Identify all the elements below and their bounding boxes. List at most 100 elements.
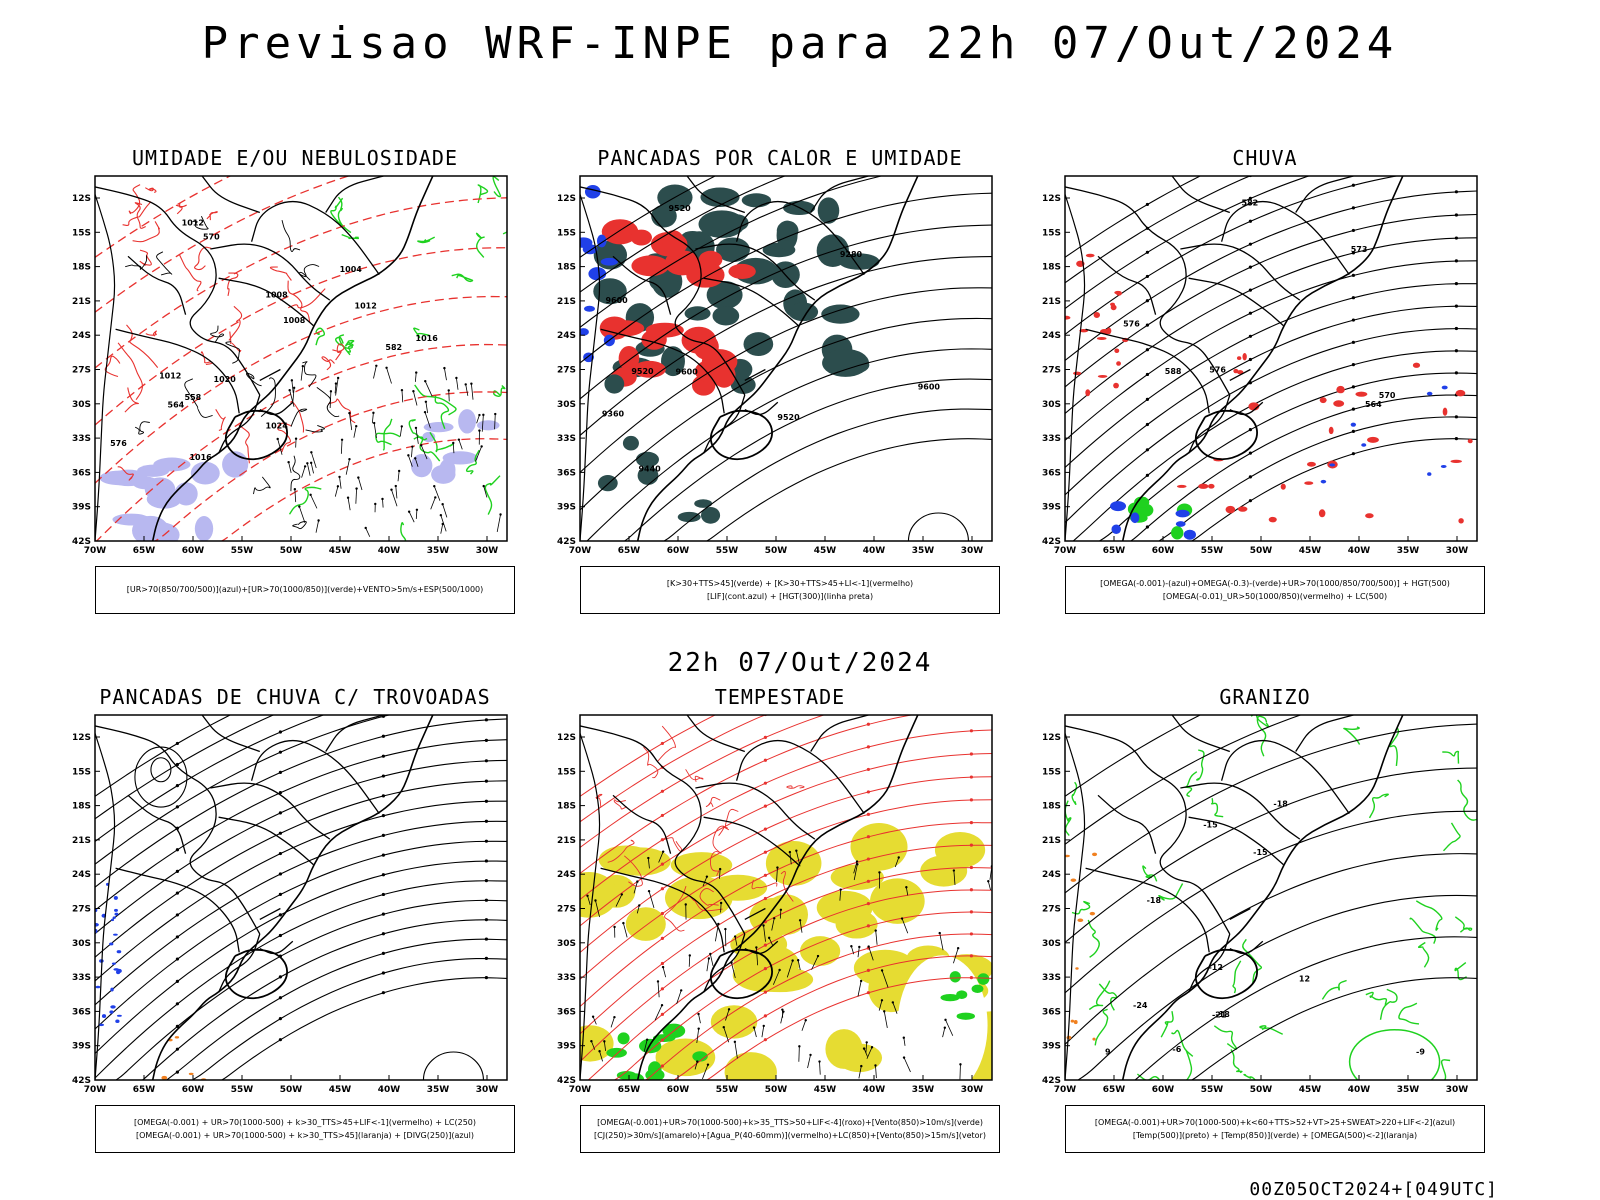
lat-tick-label: 18S <box>1042 263 1061 273</box>
contour-line <box>1094 1008 1109 1046</box>
streamline-arrow <box>866 835 870 839</box>
wind-vector-head <box>470 382 473 385</box>
wind-vector-head <box>433 484 436 488</box>
shaded-area <box>1207 483 1215 489</box>
wind-vector <box>291 380 294 393</box>
streamline-arrow <box>1454 259 1458 263</box>
state-border <box>1171 176 1231 214</box>
contour-line <box>95 295 507 484</box>
wind-vector <box>357 477 363 491</box>
shaded-area <box>114 908 118 912</box>
streamline-arrow <box>1145 250 1149 254</box>
contour-line <box>1389 727 1400 766</box>
wind-vector-head <box>301 364 305 368</box>
panel-trovoadas: PANCADAS DE CHUVA C/ TROVOADAS 12S 15S 18S… <box>55 685 535 1160</box>
contour-line <box>290 408 308 427</box>
streamline-arrow <box>661 1086 664 1089</box>
lon-tick-label: 60W <box>1152 546 1175 556</box>
shaded-area <box>1426 391 1433 396</box>
contour-line <box>1065 190 1477 361</box>
contour-label: 576 <box>1209 366 1226 375</box>
streamline-arrow <box>866 790 870 794</box>
wind-vector-head <box>591 1015 595 1018</box>
state-border <box>325 715 384 752</box>
wind-vector <box>425 401 429 414</box>
shaded-area <box>1458 518 1464 524</box>
shaded-area <box>853 949 917 987</box>
wind-vector <box>289 390 295 407</box>
wind-vector <box>709 953 714 966</box>
shaded-area <box>631 255 670 277</box>
contour-line <box>1457 779 1477 821</box>
contour-line <box>1072 350 1477 541</box>
contour-label: 588 <box>1165 367 1182 376</box>
state-border <box>744 401 779 416</box>
wind-vector-head <box>767 936 771 940</box>
contour-label: -24 <box>1133 1001 1148 1010</box>
contour-label: 1004 <box>340 265 363 274</box>
wind-vector-head <box>647 889 651 893</box>
shaded-area <box>1225 505 1236 514</box>
shaded-area <box>1355 391 1368 397</box>
lat-tick-label: 39S <box>557 1042 576 1052</box>
streamline-arrow <box>1454 236 1458 240</box>
legend-line-1: [OMEGA(-0.001) + UR>70(1000-500) + k>30_… <box>133 1117 477 1127</box>
streamline-arrow <box>278 933 282 938</box>
state-border <box>1220 739 1350 814</box>
wind-vector-head <box>407 510 411 513</box>
contour-line <box>122 201 152 226</box>
shaded-area <box>111 918 115 922</box>
country-borders <box>580 715 919 1080</box>
lat-tick-label: 21S <box>557 836 576 846</box>
shaded-area <box>153 457 191 472</box>
contour-line <box>1065 176 1202 258</box>
state-border <box>1188 394 1231 454</box>
streamline-arrow <box>1454 190 1458 194</box>
streamline-arrow <box>278 1017 282 1021</box>
wind-vector-head <box>816 954 820 958</box>
shaded-area <box>693 333 719 360</box>
wind-vector-head <box>839 888 842 891</box>
wind-vector <box>875 930 878 945</box>
contour-label: 9 <box>1105 1047 1111 1056</box>
contour-line <box>413 327 430 339</box>
contour-line <box>1142 865 1158 882</box>
contour-line <box>210 325 225 343</box>
lat-tick-label: 39S <box>72 1042 91 1052</box>
contour-line <box>434 395 450 430</box>
contour-line <box>225 341 241 364</box>
contour-line <box>751 879 778 890</box>
shaded-area <box>821 304 860 324</box>
streamline-arrow <box>279 710 282 713</box>
streamline-arrow <box>660 741 664 746</box>
wind-vector <box>866 1047 873 1059</box>
shaded-area <box>1328 426 1334 435</box>
wind-vector-head <box>755 946 758 949</box>
contour-line <box>613 799 628 810</box>
streamline-arrow <box>660 813 664 818</box>
streamline-arrow <box>1145 372 1149 377</box>
map-frame <box>579 714 993 1081</box>
lon-tick-label: 55W <box>716 1085 739 1095</box>
wind-vector-head <box>880 999 884 1002</box>
wind-vector-head <box>661 850 665 853</box>
shaded-area <box>111 962 116 965</box>
shaded-area <box>580 237 593 248</box>
contour-line <box>1259 1025 1284 1035</box>
shaded-area <box>635 451 659 468</box>
lon-tick-label: 45W <box>1299 1085 1322 1095</box>
wind-vector <box>382 498 384 508</box>
contour-line <box>95 820 507 1006</box>
wind-vector <box>452 442 455 454</box>
contour-line <box>145 330 157 337</box>
streamline-arrow <box>866 968 870 972</box>
shaded-area <box>580 871 618 918</box>
state-border <box>1229 401 1264 416</box>
state-border <box>580 186 746 396</box>
panel-legend: [K>30+TTS>45](verde) + [K>30+TTS>45+LI<-… <box>580 566 1000 614</box>
wind-vector-head <box>818 1060 821 1063</box>
wind-vector <box>345 459 350 475</box>
contour-line <box>1379 988 1398 1020</box>
